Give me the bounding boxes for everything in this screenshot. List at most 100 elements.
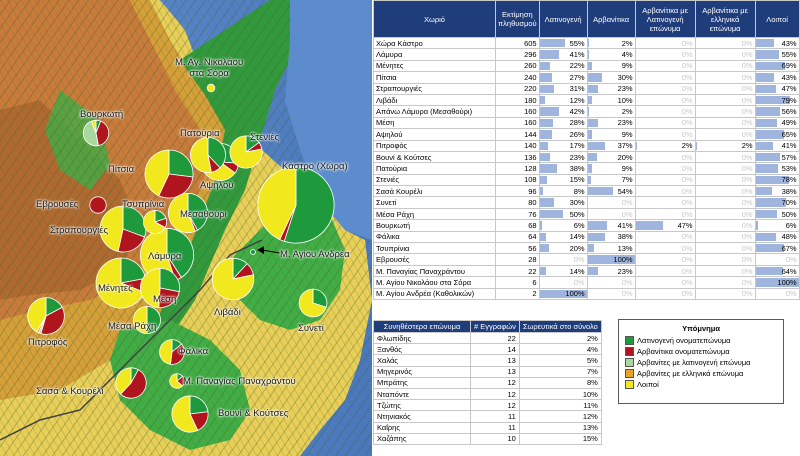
percent-cell: 37% <box>586 139 636 152</box>
percent-label: 48% <box>781 232 797 242</box>
legend-title: Υπόμνημα <box>682 324 720 333</box>
percent-cell: 23% <box>586 264 636 278</box>
village-pie <box>133 306 161 334</box>
percent-cell: 56% <box>754 105 800 118</box>
percent-cell: 30% <box>538 196 588 209</box>
percent-cell: 0% <box>694 36 756 50</box>
percent-label: 0% <box>573 277 585 287</box>
percent-cell: 0% <box>634 116 696 130</box>
percent-cell: 65% <box>754 128 800 141</box>
percent-bar <box>588 61 592 71</box>
percent-cell: 2% <box>634 139 696 152</box>
percent-cell: 79% <box>754 93 800 107</box>
pie-slice <box>146 306 161 334</box>
cumulative-cell: 13% <box>518 421 602 434</box>
map-label-sora: Μ. Αγ. Νικολάου στα Σόρα <box>175 57 244 79</box>
percent-bar <box>540 198 554 207</box>
percent-cell: 41% <box>754 139 800 152</box>
percent-cell: 20% <box>538 242 588 255</box>
population-cell: 136 <box>495 150 540 164</box>
percent-label: 0% <box>741 84 753 94</box>
percent-cell: 55% <box>538 36 588 50</box>
map-label-andrea: Μ. Αγίου Ανδρέα <box>280 249 350 260</box>
pie-layer <box>27 83 335 433</box>
pie-slice <box>159 267 181 293</box>
percent-cell: 0% <box>634 162 696 175</box>
percent-cell: 0% <box>634 196 696 209</box>
percent-label: 0% <box>741 118 753 128</box>
percent-cell: 0% <box>754 287 800 301</box>
population-cell: 64 <box>495 230 540 244</box>
village-pie <box>206 83 216 93</box>
population-cell: 160 <box>495 105 540 118</box>
percent-label: 0% <box>741 289 753 299</box>
percent-cell: 20% <box>586 150 636 164</box>
table-row: Χαζάπης 10 15% <box>373 432 602 445</box>
surname-cell: Χαζάπης <box>373 432 471 445</box>
table-row: Πατούρια 128 38% 9% 0% 0% 53% <box>373 162 800 175</box>
percent-cell: 100% <box>754 276 800 289</box>
legend-label: Αρβανίτικα ονοματεπώνυμα <box>637 347 730 356</box>
percent-bar <box>588 221 607 230</box>
percent-cell: 22% <box>538 59 588 73</box>
surname-cell: Χαλάς <box>373 354 471 367</box>
percent-cell: 0% <box>694 59 756 73</box>
percent-label: 0% <box>573 255 585 265</box>
percent-cell: 23% <box>586 116 636 130</box>
percent-label: 6% <box>785 220 797 230</box>
percent-label: 100% <box>565 289 585 299</box>
table-row: Χαλάς 13 5% <box>373 354 602 367</box>
percent-label: 47% <box>781 84 797 94</box>
village-pie <box>171 395 209 433</box>
percent-cell: 17% <box>538 139 588 152</box>
percent-cell: 57% <box>754 150 800 164</box>
percent-cell: 0% <box>694 116 756 130</box>
village-table: Χωριό Εκτίμηση πληθυσμού Λατινογενή Αρβανίτ… <box>373 0 800 301</box>
percent-bar <box>636 221 664 230</box>
village-name: Σασά Κουρέλι <box>373 185 496 198</box>
map-label-mesathouri: Μεσαθούρι <box>180 209 227 220</box>
percent-bar <box>588 50 590 59</box>
surname-cell: Καΐρης <box>373 421 471 434</box>
pie-slice <box>144 149 170 197</box>
pie-slice <box>168 149 194 178</box>
population-cell: 22 <box>495 264 540 278</box>
percent-label: 9% <box>621 163 633 173</box>
percent-cell: 10% <box>586 93 636 107</box>
percent-label: 14% <box>569 266 585 276</box>
percent-cell: 38% <box>586 230 636 244</box>
percent-label: 23% <box>569 152 585 162</box>
village-pie <box>89 196 107 214</box>
pie-slice <box>140 267 161 308</box>
percent-cell: 50% <box>754 207 800 221</box>
table-row: Φλωπίδης 22 2% <box>373 331 602 345</box>
village-name: Μ. Αγίου Ανδρέα (Καθολικών) <box>373 287 496 301</box>
percent-bar <box>756 84 776 93</box>
percent-cell: 0% <box>694 207 756 221</box>
percent-bar <box>588 130 592 139</box>
village-pie <box>159 339 185 365</box>
village-name: Μέσα Ράχη <box>373 207 496 221</box>
percent-label: 0% <box>741 61 753 71</box>
percent-cell: 47% <box>754 82 800 95</box>
population-cell: 240 <box>495 71 540 84</box>
percent-label: 0% <box>681 152 693 162</box>
village-pie <box>190 137 226 173</box>
percent-label: 49% <box>781 118 797 128</box>
percent-label: 8% <box>573 186 585 196</box>
percent-label: 50% <box>781 209 797 219</box>
percent-label: 27% <box>569 72 585 82</box>
pie-slice <box>90 119 97 134</box>
legend-item: Αρβανίτες με λατινογενή επώνυμα <box>625 358 783 367</box>
percent-label: 30% <box>569 198 585 208</box>
cumulative-cell: 8% <box>518 376 602 389</box>
surname-cell: Νταπόντε <box>373 387 471 401</box>
village-name: Φάλικα <box>373 230 496 244</box>
table-row: Μηγερινός 13 7% <box>373 365 602 378</box>
table-row: Χώρα Κάστρο 605 55% 2% 0% 0% 43% <box>373 36 800 50</box>
percent-cell: 0% <box>694 71 756 84</box>
percent-cell: 67% <box>754 242 800 255</box>
village-pie <box>139 227 195 283</box>
percent-cell: 48% <box>754 230 800 244</box>
pie-slice <box>99 205 124 252</box>
